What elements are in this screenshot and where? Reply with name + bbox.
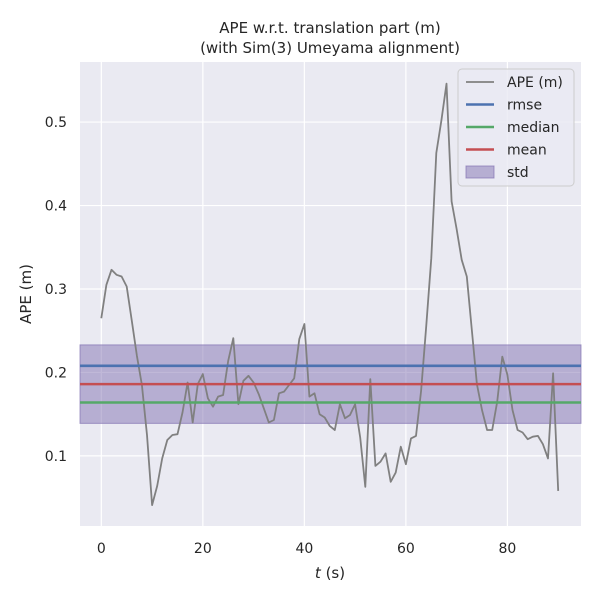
x-axis-label: t (s) (315, 564, 345, 582)
x-axis-label-variable: t (315, 564, 322, 582)
ape-line (100, 82, 560, 507)
y-tick-label: 0.1 (45, 449, 67, 465)
legend-label: rmse (507, 98, 542, 114)
y-tick-label: 0.2 (45, 365, 67, 381)
y-tick-label: 0.3 (45, 282, 67, 298)
y-tick-label: 0.4 (45, 199, 67, 215)
legend-label: mean (507, 143, 547, 159)
x-tick-label: 60 (397, 541, 415, 557)
x-tick-label: 80 (498, 541, 516, 557)
legend-label: median (507, 120, 559, 136)
x-tick-label: 20 (194, 541, 212, 557)
y-axis-label: APE (m) (17, 264, 35, 324)
legend: APE (m) rmse median mean std (457, 68, 575, 187)
y-tick-label: 0.5 (45, 115, 67, 131)
legend-box (457, 68, 575, 187)
x-tick-label: 40 (295, 541, 313, 557)
chart-subtitle: (with Sim(3) Umeyama alignment) (200, 39, 460, 57)
legend-label: APE (m) (507, 75, 563, 91)
chart-title: APE w.r.t. translation part (m) (219, 19, 440, 37)
legend-label: std (507, 165, 529, 181)
legend-swatch (465, 165, 495, 179)
x-tick-label: 0 (97, 541, 106, 557)
x-axis-label-unit: (s) (321, 564, 345, 582)
